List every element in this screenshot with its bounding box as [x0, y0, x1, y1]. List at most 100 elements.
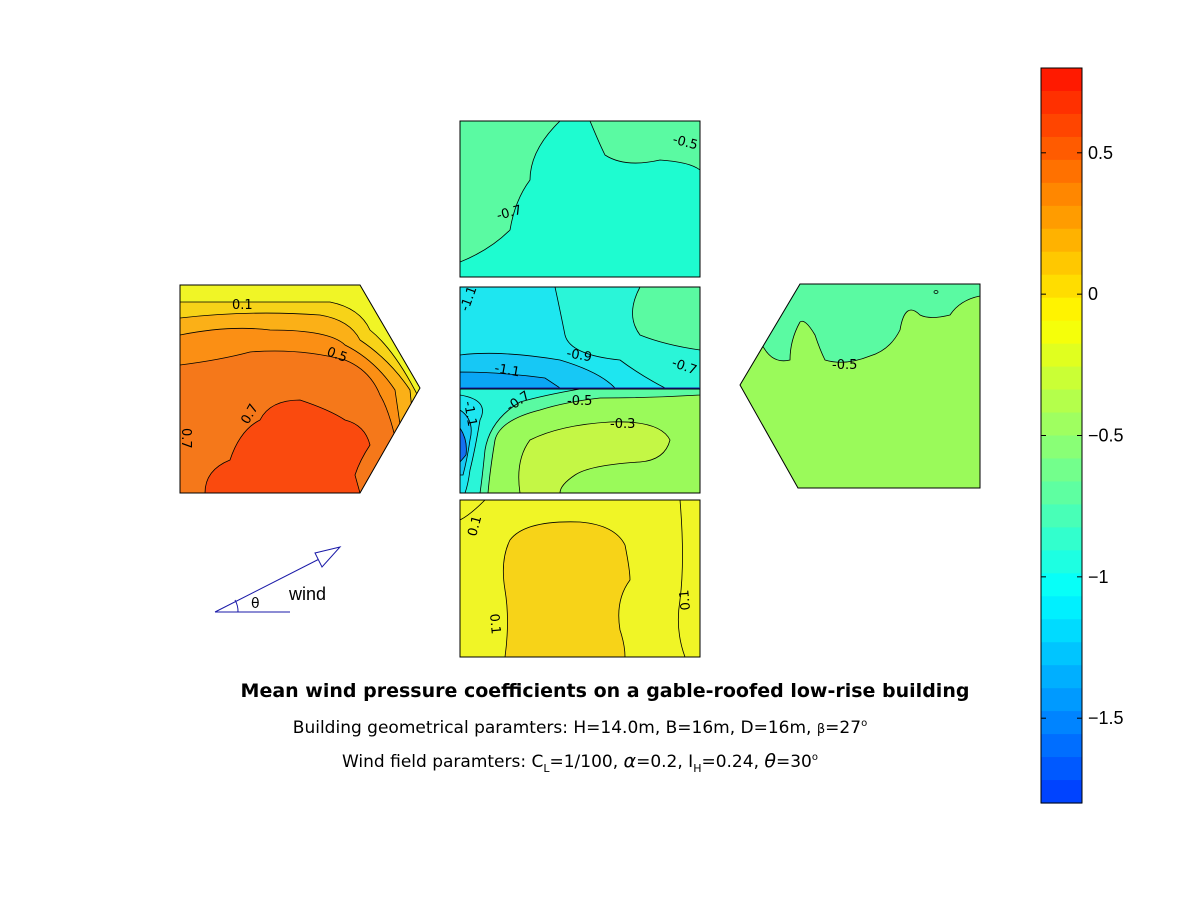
- upper-wall-contour-label-2: -0.7: [495, 203, 523, 224]
- face-roof-lower: -1.1 -0.7 -0.5 -0.3: [459, 388, 701, 494]
- face-roof-lower-border: [459, 388, 701, 494]
- lower-wall-contour-label-3: 0.1: [677, 589, 694, 611]
- upper-wall-region-minus05-right: [589, 121, 700, 171]
- colorbar-level-band: [1041, 688, 1082, 712]
- colorbar-tick-label: −0.5: [1088, 426, 1124, 446]
- roof-lower-region-minus05: [460, 389, 700, 493]
- roof-lower-contour-label-4: -0.3: [610, 417, 635, 432]
- colorbar-level-band: [1041, 159, 1082, 184]
- colorbar-level-band: [1041, 297, 1082, 322]
- lower-wall-contour-2: [677, 500, 686, 657]
- roof-upper-region-minus13: [460, 371, 561, 388]
- wind-angle-symbol: θ: [251, 596, 260, 612]
- face-upper-wall-border: [459, 120, 701, 278]
- roof-lower-contour-label-3: -0.5: [567, 394, 592, 409]
- colorbar-tick-label: −1: [1088, 567, 1109, 587]
- colorbar-level-band: [1041, 136, 1082, 161]
- colorbar-level-band: [1041, 435, 1082, 460]
- left-wall-contour-label-4: 0.7: [178, 428, 193, 449]
- face-upper-wall: -0.5 -0.7: [459, 120, 701, 278]
- colorbar-level-band: [1041, 182, 1082, 207]
- left-wall-contour-label-1: 0.1: [232, 298, 253, 313]
- colorbar-level-band: [1041, 757, 1082, 781]
- chart-title: Mean wind pressure coefficients on a gab…: [241, 680, 970, 702]
- colorbar-level-band: [1041, 274, 1082, 299]
- roof-upper-region-minus07: [632, 287, 700, 351]
- subtitle-wind-prefix: Wind field paramters: C: [342, 752, 543, 772]
- theta-symbol: θ: [764, 750, 776, 772]
- colorbar-level-band: [1041, 458, 1082, 483]
- colorbar: [1041, 68, 1082, 804]
- roof-upper-contour-label-3: -0.9: [565, 346, 593, 365]
- beta-symbol: β: [817, 722, 825, 737]
- colorbar-tick-label: −1.5: [1088, 708, 1124, 728]
- colorbar-level-band: [1041, 550, 1082, 574]
- cl-subscript: L: [543, 762, 550, 775]
- colorbar-level-band: [1041, 90, 1082, 115]
- colorbar-level-band: [1041, 711, 1082, 735]
- colorbar-tick-label: 0.5: [1088, 143, 1113, 163]
- roof-lower-contour-label-1: -1.1: [460, 400, 479, 428]
- colorbar-level-band: [1041, 205, 1082, 230]
- colorbar-level-band: [1041, 619, 1082, 643]
- colorbar-level-band: [1041, 228, 1082, 253]
- cl-value: =1/100,: [550, 752, 624, 772]
- face-right-gable-wall-border: [739, 283, 981, 489]
- colorbar-level-band: [1041, 573, 1082, 597]
- subtitle-building: Building geometrical paramters: H=14.0m,…: [293, 718, 867, 738]
- colorbar-level-band: [1041, 642, 1082, 666]
- colorbar-level-band: [1041, 780, 1082, 804]
- colorbar-ticks: 0.5 0 −0.5 −1 −1.5: [1041, 143, 1124, 728]
- roof-lower-region-minus03: [518, 421, 671, 493]
- face-left-gable-wall-border: [179, 284, 421, 494]
- theta-value: =30: [776, 752, 812, 772]
- theta-degree: o: [812, 752, 818, 763]
- subtitle-wind-field: Wind field paramters: CL=1/100, α=0.2, I…: [342, 750, 818, 775]
- face-lower-wall: 0.1 0.1 0.1: [459, 499, 701, 658]
- lower-wall-contour-1: [460, 500, 486, 521]
- roof-lower-region-minus07: [460, 389, 581, 493]
- face-roof-upper: -1.1 -1.1 -0.9 -0.7: [458, 284, 701, 389]
- colorbar-level-band: [1041, 68, 1082, 92]
- alpha-value: =0.2, I: [636, 752, 693, 772]
- right-wall-small-contour: [933, 290, 939, 294]
- beta-degree: o: [861, 718, 867, 729]
- left-wall-core: [204, 399, 371, 493]
- upper-wall-region-minus05-left: [460, 121, 561, 263]
- right-wall-contour-label-1: -0.5: [832, 358, 857, 373]
- colorbar-level-band: [1041, 412, 1082, 437]
- ih-subscript: H: [693, 762, 701, 775]
- colorbar-tick-label: 0: [1088, 284, 1098, 304]
- ih-value: =0.24,: [701, 752, 764, 772]
- lower-wall-contour-label-1: 0.1: [465, 514, 485, 538]
- face-right-gable-wall: -0.5: [739, 283, 981, 489]
- roof-lower-region-minus15: [460, 427, 467, 463]
- face-lower-wall-border: [459, 499, 701, 658]
- colorbar-level-band: [1041, 665, 1082, 689]
- colorbar-level-band: [1041, 504, 1082, 528]
- wind-arrow-head: [314, 546, 342, 568]
- colorbar-level-band: [1041, 113, 1082, 138]
- colorbar-level-band: [1041, 527, 1082, 551]
- colorbar-level-band: [1041, 366, 1082, 391]
- face-left-gable-wall: 0.1 0.5 0.7 0.7: [178, 284, 421, 494]
- beta-value: =27: [825, 718, 861, 738]
- right-wall-region-minus05: [759, 284, 980, 363]
- colorbar-level-band: [1041, 596, 1082, 620]
- wind-arrow-shaft: [214, 551, 334, 613]
- colorbar-level-band: [1041, 320, 1082, 345]
- wind-angle-arc: [234, 599, 239, 613]
- lower-wall-core: [502, 521, 631, 657]
- colorbar-level-band: [1041, 389, 1082, 414]
- colorbar-level-band: [1041, 251, 1082, 276]
- colorbar-level-band: [1041, 481, 1082, 506]
- colorbar-level-band: [1041, 343, 1082, 368]
- left-wall-contour-label-2: 0.5: [325, 345, 350, 366]
- wind-indicator: θ wind: [214, 546, 342, 613]
- colorbar-level-band: [1041, 734, 1082, 758]
- roof-upper-contour-label-2: -1.1: [493, 361, 521, 380]
- alpha-symbol: α: [624, 750, 637, 772]
- wind-label: wind: [288, 584, 326, 604]
- subtitle-building-prefix: Building geometrical paramters: H=14.0m,…: [293, 718, 817, 738]
